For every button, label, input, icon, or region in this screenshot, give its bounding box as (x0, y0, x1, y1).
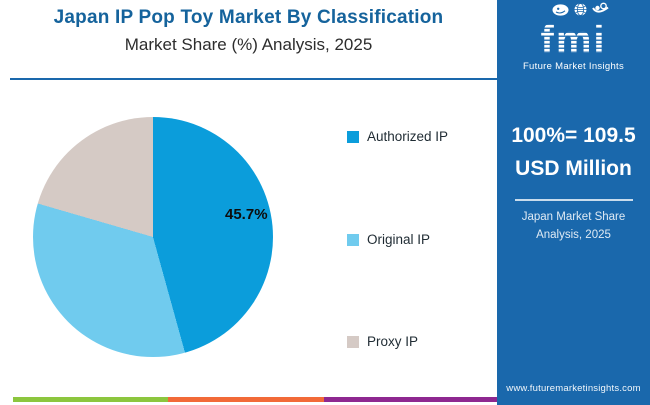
stat-line-1: 100%= 109.5 (511, 124, 636, 147)
stat-line-2: USD Million (515, 156, 632, 180)
chart-subtitle: Market Share (%) Analysis, 2025 (124, 35, 373, 54)
legend-label: Authorized IP (367, 129, 449, 144)
footer-strip-segment (324, 397, 497, 402)
legend-swatch (347, 233, 359, 246)
chart-title: Japan IP Pop Toy Market By Classificatio… (53, 7, 444, 28)
legend-swatch (347, 130, 359, 143)
legend-item-proxy-ip: Proxy IP (347, 334, 418, 349)
sidebar-caption: Japan Market Share Analysis, 2025 (521, 211, 626, 241)
pie-slice-label: 45.7% (225, 206, 268, 223)
person-icon (592, 2, 609, 21)
logo-tagline: Future Market Insights (522, 61, 625, 72)
face-icon (552, 3, 569, 21)
footer-strip (13, 397, 497, 402)
pie-chart (33, 117, 273, 357)
legend-item-original-ip: Original IP (347, 232, 430, 247)
legend-label: Original IP (367, 232, 431, 247)
globe-icon (574, 3, 587, 21)
fmi-wordmark: fmi (497, 20, 650, 60)
website-url: www.futuremarketinsights.com (506, 383, 641, 394)
fmi-logo: fmi Future Market Insights (497, 2, 650, 72)
sidebar-divider (514, 199, 633, 201)
footer-strip-segment (13, 397, 168, 402)
legend-item-authorized-ip: Authorized IP (347, 129, 448, 144)
market-size-stat: 100%= 109.5 USD Million (497, 120, 650, 185)
logo-icons (511, 2, 650, 21)
legend-swatch (347, 335, 359, 348)
legend-label: Proxy IP (367, 334, 419, 349)
header-divider (10, 78, 497, 80)
brand-sidebar: fmi Future Market Insights 100%= 109.5 U… (497, 0, 650, 405)
footer-strip-segment (168, 397, 324, 402)
